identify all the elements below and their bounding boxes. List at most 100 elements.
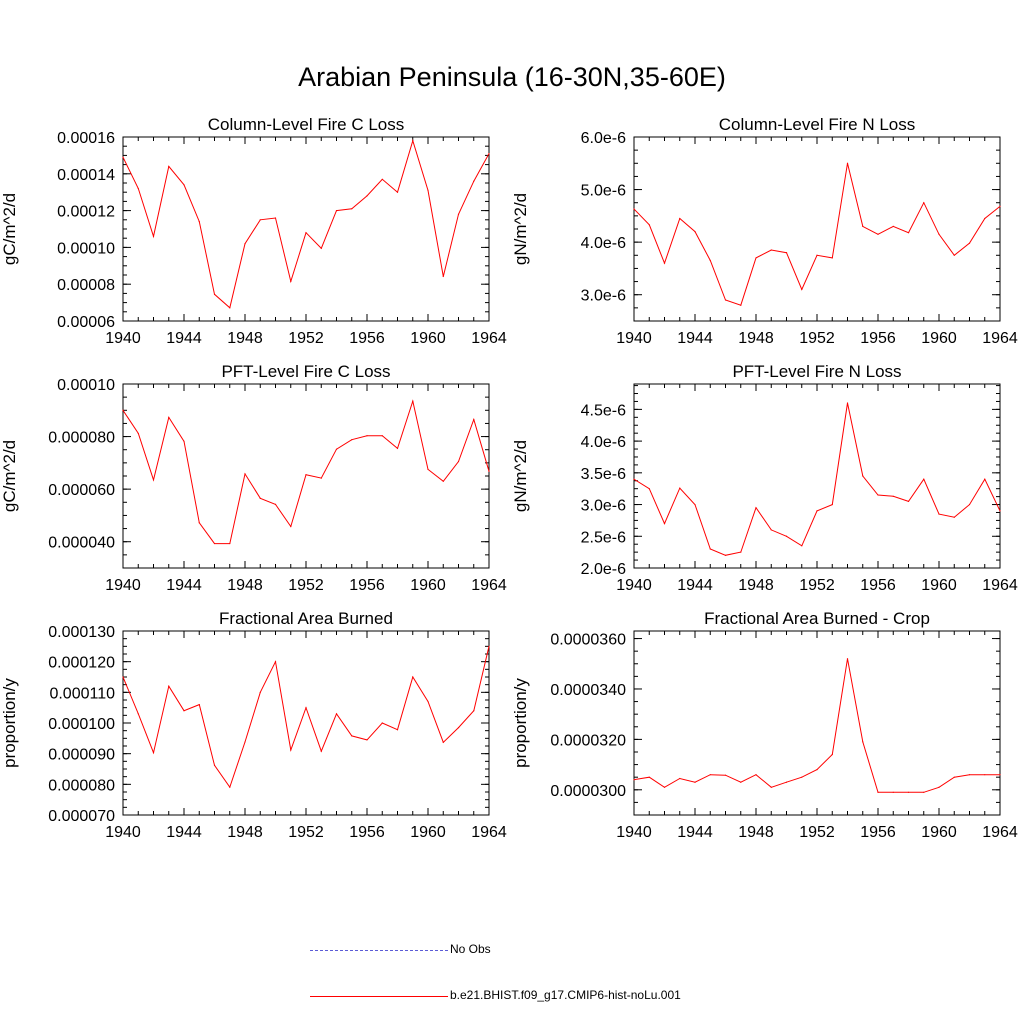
data-point <box>351 439 353 441</box>
data-point <box>785 252 788 254</box>
data-point <box>244 741 246 743</box>
x-tick-label: 1948 <box>227 824 263 841</box>
data-point <box>984 774 986 776</box>
y-axis-label: gN/m^2/d <box>511 193 530 265</box>
data-point <box>305 232 307 234</box>
data-point <box>381 435 383 437</box>
data-point <box>168 685 170 687</box>
x-tick-label: 1964 <box>471 824 507 841</box>
x-tick-label: 1944 <box>677 330 713 347</box>
data-point <box>740 551 742 553</box>
data-point <box>679 217 681 220</box>
data-point <box>137 187 139 190</box>
data-point <box>633 779 635 781</box>
data-point <box>427 189 429 191</box>
data-point <box>366 435 368 437</box>
data-point <box>457 213 460 215</box>
x-tick-label: 1964 <box>982 577 1018 594</box>
data-point <box>442 480 444 482</box>
x-tick-label: 1952 <box>799 577 835 594</box>
y-axis-label: gN/m^2/d <box>511 440 530 512</box>
panel-3: PFT-Level Fire C Loss gC/m^2/d 1940 1944 194… <box>0 362 507 594</box>
y-axis-label: proportion/y <box>511 678 530 768</box>
data-point <box>663 786 666 788</box>
series-line <box>122 646 490 789</box>
y-tick-label: 3.0e-6 <box>581 498 626 515</box>
y-tick-label: 5.0e-6 <box>581 183 626 200</box>
data-point <box>244 243 246 245</box>
x-tick-label: 1956 <box>349 824 385 841</box>
data-point <box>290 749 292 751</box>
data-point <box>259 497 261 499</box>
data-point <box>724 774 727 776</box>
x-tick-label: 1964 <box>982 330 1018 347</box>
data-point <box>862 741 864 743</box>
x-tick-label: 1948 <box>227 577 263 594</box>
data-point <box>877 233 879 235</box>
data-point <box>168 165 170 168</box>
data-point <box>381 178 383 180</box>
panel-title: Fractional Area Burned - Crop <box>704 609 930 628</box>
panel-title: Fractional Area Burned <box>219 609 393 628</box>
x-tick-label: 1960 <box>410 330 446 347</box>
data-point <box>648 776 650 778</box>
data-point <box>457 460 460 463</box>
y-tick-label: 0.000130 <box>48 624 115 641</box>
data-point <box>755 257 757 259</box>
x-tick-label: 1940 <box>105 824 141 841</box>
data-point <box>488 645 490 647</box>
x-tick-label: 1956 <box>860 824 896 841</box>
x-tick-label: 1952 <box>799 330 835 347</box>
data-point <box>999 774 1001 776</box>
plot-frame <box>633 383 1001 569</box>
data-point <box>335 713 338 715</box>
data-point <box>229 542 231 545</box>
data-point <box>663 262 666 264</box>
y-tick-label: 0.000110 <box>49 685 115 702</box>
data-point <box>907 232 910 234</box>
data-point <box>183 440 185 442</box>
y-tick-label: 0.00016 <box>57 130 115 147</box>
y-tick-label: 0.000090 <box>48 747 115 764</box>
data-point <box>122 409 124 411</box>
data-point <box>892 791 894 793</box>
y-tick-label: 0.00014 <box>57 167 115 184</box>
x-tick-label: 1944 <box>677 577 713 594</box>
data-point <box>457 727 460 729</box>
data-point <box>473 710 475 712</box>
data-point <box>709 774 711 776</box>
y-tick-label: 0.00012 <box>57 204 115 221</box>
data-point <box>137 432 139 435</box>
y-tick-label: 4.0e-6 <box>581 235 626 252</box>
data-point <box>999 510 1001 512</box>
y-tick-label: 0.000100 <box>48 716 115 733</box>
data-point <box>305 474 307 476</box>
data-point <box>198 704 200 706</box>
data-point <box>938 233 940 235</box>
data-point <box>877 494 879 496</box>
data-point <box>892 225 894 227</box>
x-tick-label: 1956 <box>349 330 385 347</box>
x-tick-label: 1940 <box>105 330 141 347</box>
data-point <box>351 208 353 210</box>
panel-1: Column-Level Fire C Loss gC/m^2/d 1940 1944… <box>0 115 507 347</box>
x-tick-label: 1960 <box>921 330 957 347</box>
data-point <box>122 676 124 678</box>
data-point <box>694 231 696 233</box>
x-tick-label: 1960 <box>410 577 446 594</box>
data-point <box>831 257 833 259</box>
data-point <box>412 400 414 402</box>
data-point <box>412 140 414 142</box>
data-point <box>953 254 955 256</box>
series-line <box>633 658 1000 793</box>
data-point <box>442 275 444 278</box>
x-tick-label: 1964 <box>471 330 507 347</box>
data-point <box>724 554 727 556</box>
x-tick-label: 1956 <box>860 330 896 347</box>
data-point <box>381 722 383 724</box>
data-point <box>274 661 277 663</box>
data-point <box>427 700 429 703</box>
y-tick-label: 0.0000340 <box>550 682 626 699</box>
data-point <box>152 479 155 481</box>
x-tick-label: 1964 <box>471 577 507 594</box>
